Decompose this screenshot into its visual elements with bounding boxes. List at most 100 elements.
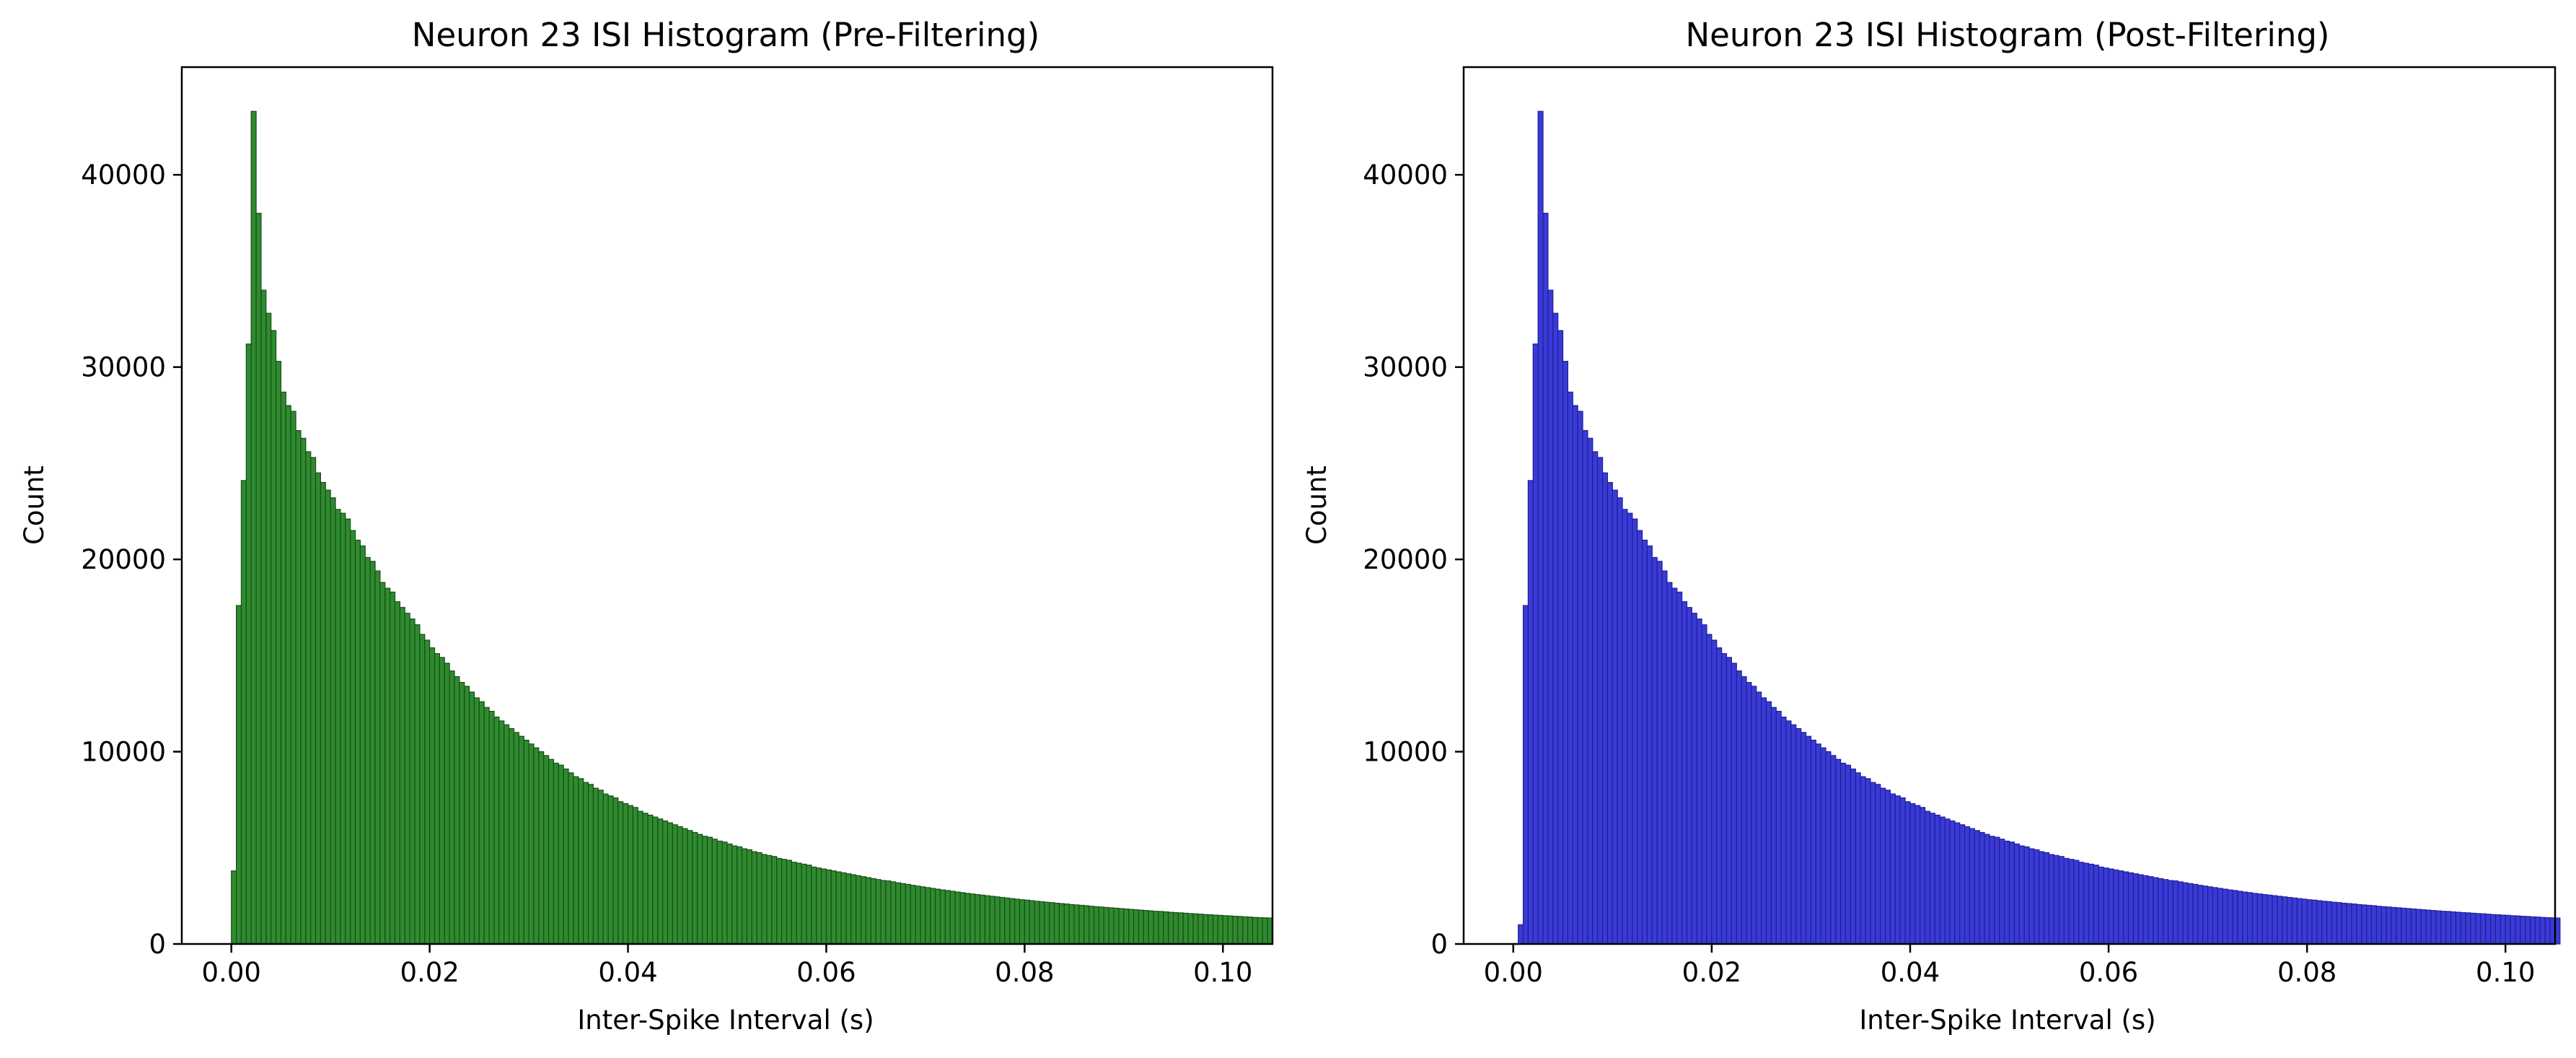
histogram-bar xyxy=(295,429,302,945)
histogram-bar xyxy=(260,289,267,945)
histogram-bar xyxy=(1676,591,1683,945)
histogram-bar xyxy=(2520,916,2526,945)
histogram-bar xyxy=(1682,601,1688,945)
histogram-bar xyxy=(706,836,713,945)
histogram-bar xyxy=(2316,900,2323,945)
histogram-bar xyxy=(2093,865,2099,945)
histogram-bar xyxy=(2237,891,2243,945)
histogram-bar xyxy=(1974,830,1980,945)
histogram-bar xyxy=(543,755,550,945)
histogram-bar xyxy=(2232,890,2238,945)
histogram-bar xyxy=(285,405,291,945)
histogram-bar xyxy=(1751,686,1757,945)
histogram-bar xyxy=(587,784,594,945)
histogram-bar xyxy=(1237,916,1244,945)
histogram-bar xyxy=(1999,839,2005,945)
histogram-bar xyxy=(1770,707,1777,945)
histogram-bar xyxy=(692,831,698,945)
histogram-bar xyxy=(568,772,574,945)
histogram-bar xyxy=(280,391,286,945)
histogram-bar xyxy=(1731,663,1737,945)
histogram-bar xyxy=(1949,820,1956,945)
histogram-bar xyxy=(2202,886,2209,945)
histogram-bar xyxy=(2401,907,2407,945)
histogram-bar xyxy=(533,747,540,945)
histogram-bar xyxy=(662,820,669,945)
histogram-bar xyxy=(2370,905,2378,945)
histogram-bar xyxy=(459,682,465,945)
histogram-bar xyxy=(612,797,619,945)
histogram-bar xyxy=(1884,790,1891,945)
histogram-bar xyxy=(1761,697,1767,945)
histogram-bar xyxy=(434,653,440,945)
histogram-bar xyxy=(384,587,391,945)
y-tick-label: 40000 xyxy=(1363,159,1448,191)
histogram-bar xyxy=(419,634,426,945)
histogram-bar xyxy=(1227,915,1234,945)
histogram-bar xyxy=(1123,908,1130,945)
histogram-bar xyxy=(667,822,674,945)
histogram-bar xyxy=(275,361,282,945)
histogram-bar xyxy=(1177,912,1184,945)
histogram-bar xyxy=(2366,904,2373,945)
histogram-bar xyxy=(1257,917,1263,945)
histogram-bar xyxy=(1706,634,1713,945)
histogram-bar xyxy=(2326,901,2333,945)
histogram-bar xyxy=(231,870,237,945)
y-axis-label: Count xyxy=(19,465,50,545)
histogram-bar xyxy=(2341,902,2347,945)
histogram-bar xyxy=(716,840,723,945)
histogram-bar xyxy=(856,875,862,945)
histogram-bar xyxy=(1187,913,1194,945)
x-tick-label: 0.10 xyxy=(1193,957,1252,988)
histogram-bar xyxy=(845,873,852,945)
histogram-bar xyxy=(1034,901,1040,945)
histogram-bar xyxy=(310,457,317,945)
histogram-bar xyxy=(2172,880,2179,945)
histogram-bar xyxy=(1078,904,1085,945)
histogram-bar xyxy=(464,686,470,945)
histogram-bar xyxy=(2440,911,2447,945)
histogram-bar xyxy=(2301,899,2308,945)
histogram-bar xyxy=(1192,913,1199,945)
histogram-bar xyxy=(1153,911,1159,945)
histogram-bar xyxy=(2158,878,2164,945)
histogram-bar xyxy=(2044,852,2050,945)
histogram-bar xyxy=(1632,518,1638,945)
histogram-bar xyxy=(2494,914,2501,945)
histogram-bar xyxy=(939,889,946,945)
histogram-bar xyxy=(2475,913,2482,945)
histogram-bar xyxy=(2207,886,2214,945)
histogram-bar xyxy=(1746,682,1752,945)
histogram-bar xyxy=(2525,916,2531,945)
histogram-bar xyxy=(870,878,876,945)
histogram-bar xyxy=(910,885,916,945)
histogram-bar xyxy=(930,888,936,945)
histogram-bar xyxy=(2311,899,2318,945)
histogram-bar xyxy=(1592,451,1599,945)
histogram-bar xyxy=(920,886,926,945)
histogram-bar xyxy=(1039,901,1045,945)
histogram-bar xyxy=(1113,907,1120,945)
histogram-bar xyxy=(672,824,678,945)
histogram-bar xyxy=(1089,906,1095,945)
histogram-bar xyxy=(2490,914,2497,945)
histogram-bar xyxy=(1148,910,1154,945)
histogram-bar xyxy=(2510,915,2516,945)
histogram-bar xyxy=(944,890,951,945)
y-axis-label: Count xyxy=(1301,465,1332,545)
histogram-bar xyxy=(2346,903,2352,945)
histogram-bar xyxy=(1651,556,1658,945)
histogram-bar xyxy=(1582,429,1588,945)
histogram-bar xyxy=(1098,906,1104,945)
histogram-bar xyxy=(240,480,247,945)
histogram-bar xyxy=(2058,856,2065,945)
histogram-bar xyxy=(970,893,976,945)
histogram-bar xyxy=(2450,911,2457,945)
histogram-bar xyxy=(602,793,609,945)
histogram-bar xyxy=(2267,894,2273,945)
histogram-bar xyxy=(726,843,733,945)
histogram-bar xyxy=(811,866,817,945)
histogram-bar xyxy=(2505,914,2511,945)
